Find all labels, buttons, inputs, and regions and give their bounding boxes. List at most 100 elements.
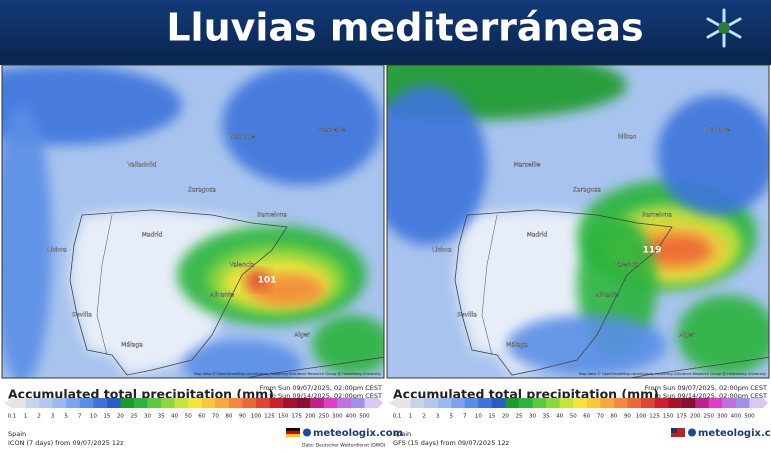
precip-area <box>677 295 769 375</box>
legend-title: Accumulated total precipitation (mm) <box>8 387 274 402</box>
scale-label: 80 <box>610 414 617 420</box>
scale-swatch <box>120 398 135 408</box>
scale-label: 125 <box>649 414 660 420</box>
precip-area <box>507 315 667 375</box>
scale-label: 250 <box>319 414 330 420</box>
scale-arrow <box>378 398 383 408</box>
model-label: ICON (7 days) from 09/07/2025 12z <box>8 439 124 447</box>
city-label: Valladolid <box>128 162 157 169</box>
precip-area <box>387 85 487 245</box>
city-label: Madrid <box>142 232 163 239</box>
scale-label: 250 <box>704 414 715 420</box>
scale-swatch <box>695 398 710 408</box>
date-from: From Sun 09/07/2025, 02:00pm CEST <box>645 384 767 392</box>
city-label: Alger <box>679 332 695 339</box>
scale-swatch <box>283 398 297 408</box>
scale-swatch <box>491 398 506 408</box>
scale-label: 25 <box>516 414 523 420</box>
scale-label: 200 <box>305 414 316 420</box>
scale-swatch <box>310 398 325 408</box>
scale-swatch <box>161 398 175 408</box>
header-border <box>0 62 771 65</box>
scale-swatch <box>215 398 230 408</box>
scale-label: 90 <box>624 414 631 420</box>
scale-swatch <box>532 398 547 408</box>
scale-label: 3 <box>51 414 55 420</box>
map-area: Toulouse Marseille Valladolid Zaragoza Barce… <box>2 65 384 378</box>
scale-swatch <box>600 398 615 408</box>
scale-swatch <box>478 398 493 408</box>
precip-area <box>245 270 269 290</box>
city-label: Marseille <box>514 162 541 169</box>
brand-icon <box>688 428 696 437</box>
snowflake-icon <box>706 8 742 48</box>
scale-swatch <box>586 398 601 408</box>
scale-swatch <box>337 398 352 408</box>
date-to: to Sun 09/14/2025, 02:00pm CEST <box>269 392 382 400</box>
scale-swatch <box>12 398 26 408</box>
scale-label: 400 <box>731 414 742 420</box>
scale-label: 15 <box>488 414 495 420</box>
scale-swatch <box>654 398 669 408</box>
scale-swatch <box>52 398 67 408</box>
scale-label: 35 <box>543 414 550 420</box>
precip-area <box>182 340 302 378</box>
flag-stripe <box>286 428 300 431</box>
scale-swatch <box>410 398 425 408</box>
region-label: Spain <box>393 430 411 438</box>
scale-label: 40 <box>556 414 563 420</box>
scale-arrow <box>389 398 397 408</box>
scale-label: 0.1 <box>393 414 402 420</box>
scale-label: 90 <box>239 414 246 420</box>
scale-swatch <box>79 398 94 408</box>
scale-swatch <box>546 398 560 408</box>
scale-label: 5 <box>64 414 68 420</box>
scale-swatch <box>464 398 479 408</box>
scale-label: 200 <box>690 414 701 420</box>
border <box>96 214 113 356</box>
scale-swatch <box>397 398 411 408</box>
scale-swatch <box>749 398 764 408</box>
brand-name: meteologix.com <box>698 428 771 439</box>
scale-swatch <box>323 398 338 408</box>
scale-label: 15 <box>103 414 110 420</box>
brand-icon <box>303 428 311 437</box>
brand-name: meteologix.com <box>313 428 403 439</box>
scale-label: 300 <box>717 414 728 420</box>
scale-swatch <box>641 398 655 408</box>
scale-swatch <box>722 398 737 408</box>
city-label: Valencia <box>229 262 254 269</box>
panel-border <box>1 64 385 379</box>
scale-swatch <box>269 398 284 408</box>
scale-swatch <box>573 398 588 408</box>
scale-label: 300 <box>332 414 343 420</box>
scale-label: 100 <box>636 414 647 420</box>
scale-swatch <box>188 398 203 408</box>
scale-label: 1 <box>409 414 413 420</box>
scale-swatch <box>708 398 723 408</box>
flag <box>671 428 685 437</box>
precip-area <box>642 234 712 266</box>
scale-swatch <box>174 398 189 408</box>
scale-label: 175 <box>291 414 302 420</box>
scale-label: 3 <box>436 414 440 420</box>
scale-label: 2 <box>37 414 41 420</box>
city-label: Málaga <box>121 342 143 349</box>
city-label: Alger <box>294 332 310 339</box>
date-to: to Sun 09/14/2025, 02:00pm CEST <box>654 392 767 400</box>
flag-stripe <box>286 434 300 437</box>
scale-label: 5 <box>449 414 453 420</box>
city-label: Sevilla <box>72 312 92 319</box>
region-label: Spain <box>8 430 26 438</box>
coastline <box>628 356 769 378</box>
scale-label: 500 <box>744 414 755 420</box>
precip-area <box>222 65 382 185</box>
scale-label: 35 <box>158 414 165 420</box>
scale-swatch <box>437 398 452 408</box>
scale-label: 2 <box>422 414 426 420</box>
map-area: Bilbao Toulouse Marseille Zaragoza Barcelona… <box>387 65 769 378</box>
scale-label: 125 <box>264 414 275 420</box>
scale-swatch <box>681 398 696 408</box>
city-label: Barcelona <box>257 212 287 219</box>
city-label: Lisboa <box>432 247 452 254</box>
